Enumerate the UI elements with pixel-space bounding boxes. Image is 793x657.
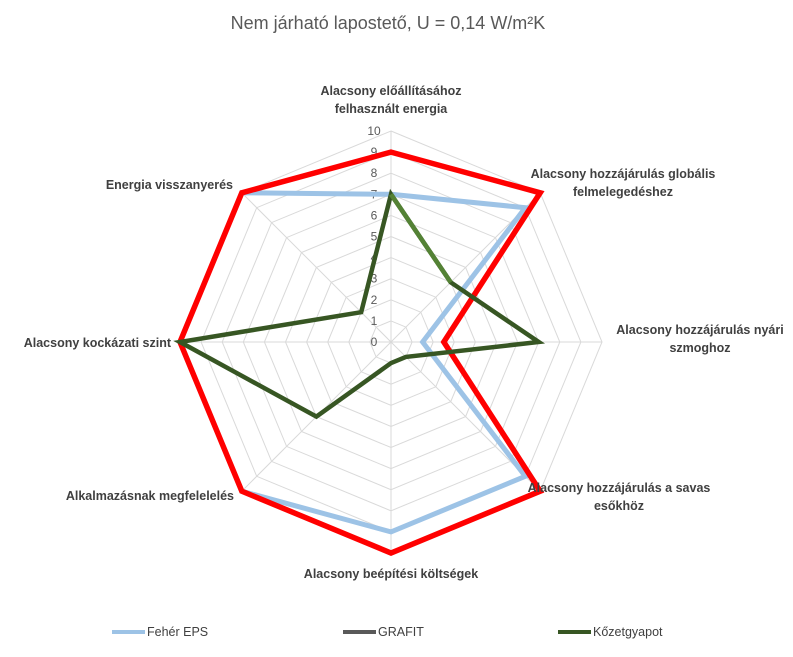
tick-label: 5: [371, 230, 378, 244]
radar-axis-labels: Alacsony előállításához felhasznált energ…: [24, 84, 784, 581]
tick-label: 9: [371, 145, 378, 159]
axis-label: Alacsony beépítési költségek: [304, 567, 478, 581]
axis-label: Alacsony előállításához felhasznált energ…: [320, 84, 461, 116]
axis-label: Alkalmazásnak megfelelelés: [66, 489, 234, 503]
tick-label: 0: [371, 335, 378, 349]
series-line: [177, 190, 531, 535]
tick-label: 2: [371, 293, 378, 307]
chart-title: Nem járható lapostető, U = 0,14 W/m²K: [231, 13, 546, 33]
legend-label: GRAFIT: [378, 625, 424, 639]
radar-series: [173, 149, 546, 556]
tick-label: 6: [371, 208, 378, 222]
series-segment: [389, 193, 453, 284]
axis-label: Alacsony hozzájárulás globális felmeleged…: [531, 167, 716, 199]
legend-label: Kőzetgyapot: [593, 625, 663, 639]
legend: Fehér EPS GRAFIT Kőzetgyapot: [112, 625, 663, 639]
series-line: [173, 188, 546, 420]
axis-label: Alacsony hozzájárulás nyári szmoghoz: [616, 323, 783, 355]
tick-label: 10: [367, 124, 381, 138]
axis-label: Energia visszanyerés: [106, 178, 233, 192]
tick-label: 1: [371, 314, 378, 328]
axis-label: Alacsony kockázati szint: [24, 336, 172, 350]
legend-label: Fehér EPS: [147, 625, 208, 639]
axis-label: Alacsony hozzájárulás a savas esőkhöz: [528, 481, 711, 513]
tick-label: 8: [371, 166, 378, 180]
series-line: [177, 149, 545, 556]
tick-label: 3: [371, 272, 378, 286]
axis-spoke: [241, 192, 392, 343]
